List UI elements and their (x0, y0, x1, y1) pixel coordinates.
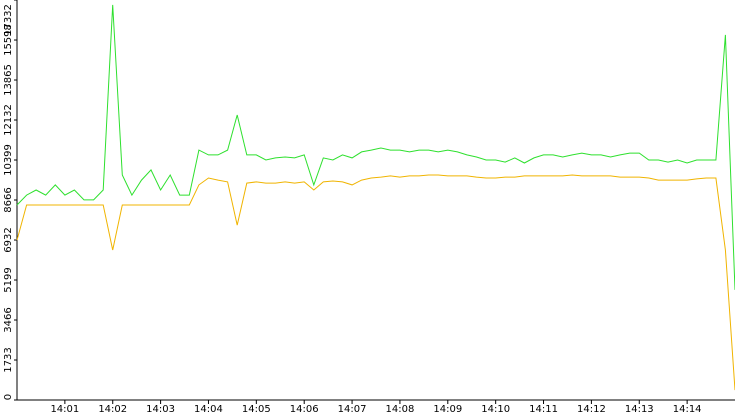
y-tick-label: 17332 (3, 4, 14, 36)
x-tick-label: 14:03 (146, 404, 175, 415)
x-tick-label: 14:05 (242, 404, 271, 415)
line-series (16, 4, 735, 290)
y-tick-label: 10399 (3, 144, 14, 176)
x-tick-label: 14:11 (529, 404, 558, 415)
y-tick-label: 8666 (3, 187, 14, 212)
x-tick-label: 14:07 (338, 404, 367, 415)
y-tick-label: 12132 (3, 104, 14, 136)
x-tick-label: 14:02 (98, 404, 127, 415)
line-series (16, 174, 735, 391)
y-tick-label: 3466 (3, 307, 14, 332)
x-tick-label: 14:06 (290, 404, 319, 415)
x-tick-label: 14:09 (433, 404, 462, 415)
y-tick-label: 5199 (3, 267, 14, 292)
x-tick-label: 14:01 (50, 404, 79, 415)
y-tick-label: 13865 (3, 64, 14, 96)
y-tick-label: 0 (3, 394, 14, 400)
y-tick-label: 15598 (3, 24, 14, 56)
x-tick-label: 14:13 (625, 404, 654, 415)
y-tick-label: 6932 (3, 227, 14, 252)
x-tick-label: 14:14 (673, 404, 702, 415)
x-tick-label: 14:10 (481, 404, 510, 415)
x-tick-label: 14:12 (577, 404, 606, 415)
x-tick-label: 14:04 (194, 404, 223, 415)
x-tick-label: 14:08 (386, 404, 415, 415)
y-tick-label: 1733 (3, 347, 14, 372)
